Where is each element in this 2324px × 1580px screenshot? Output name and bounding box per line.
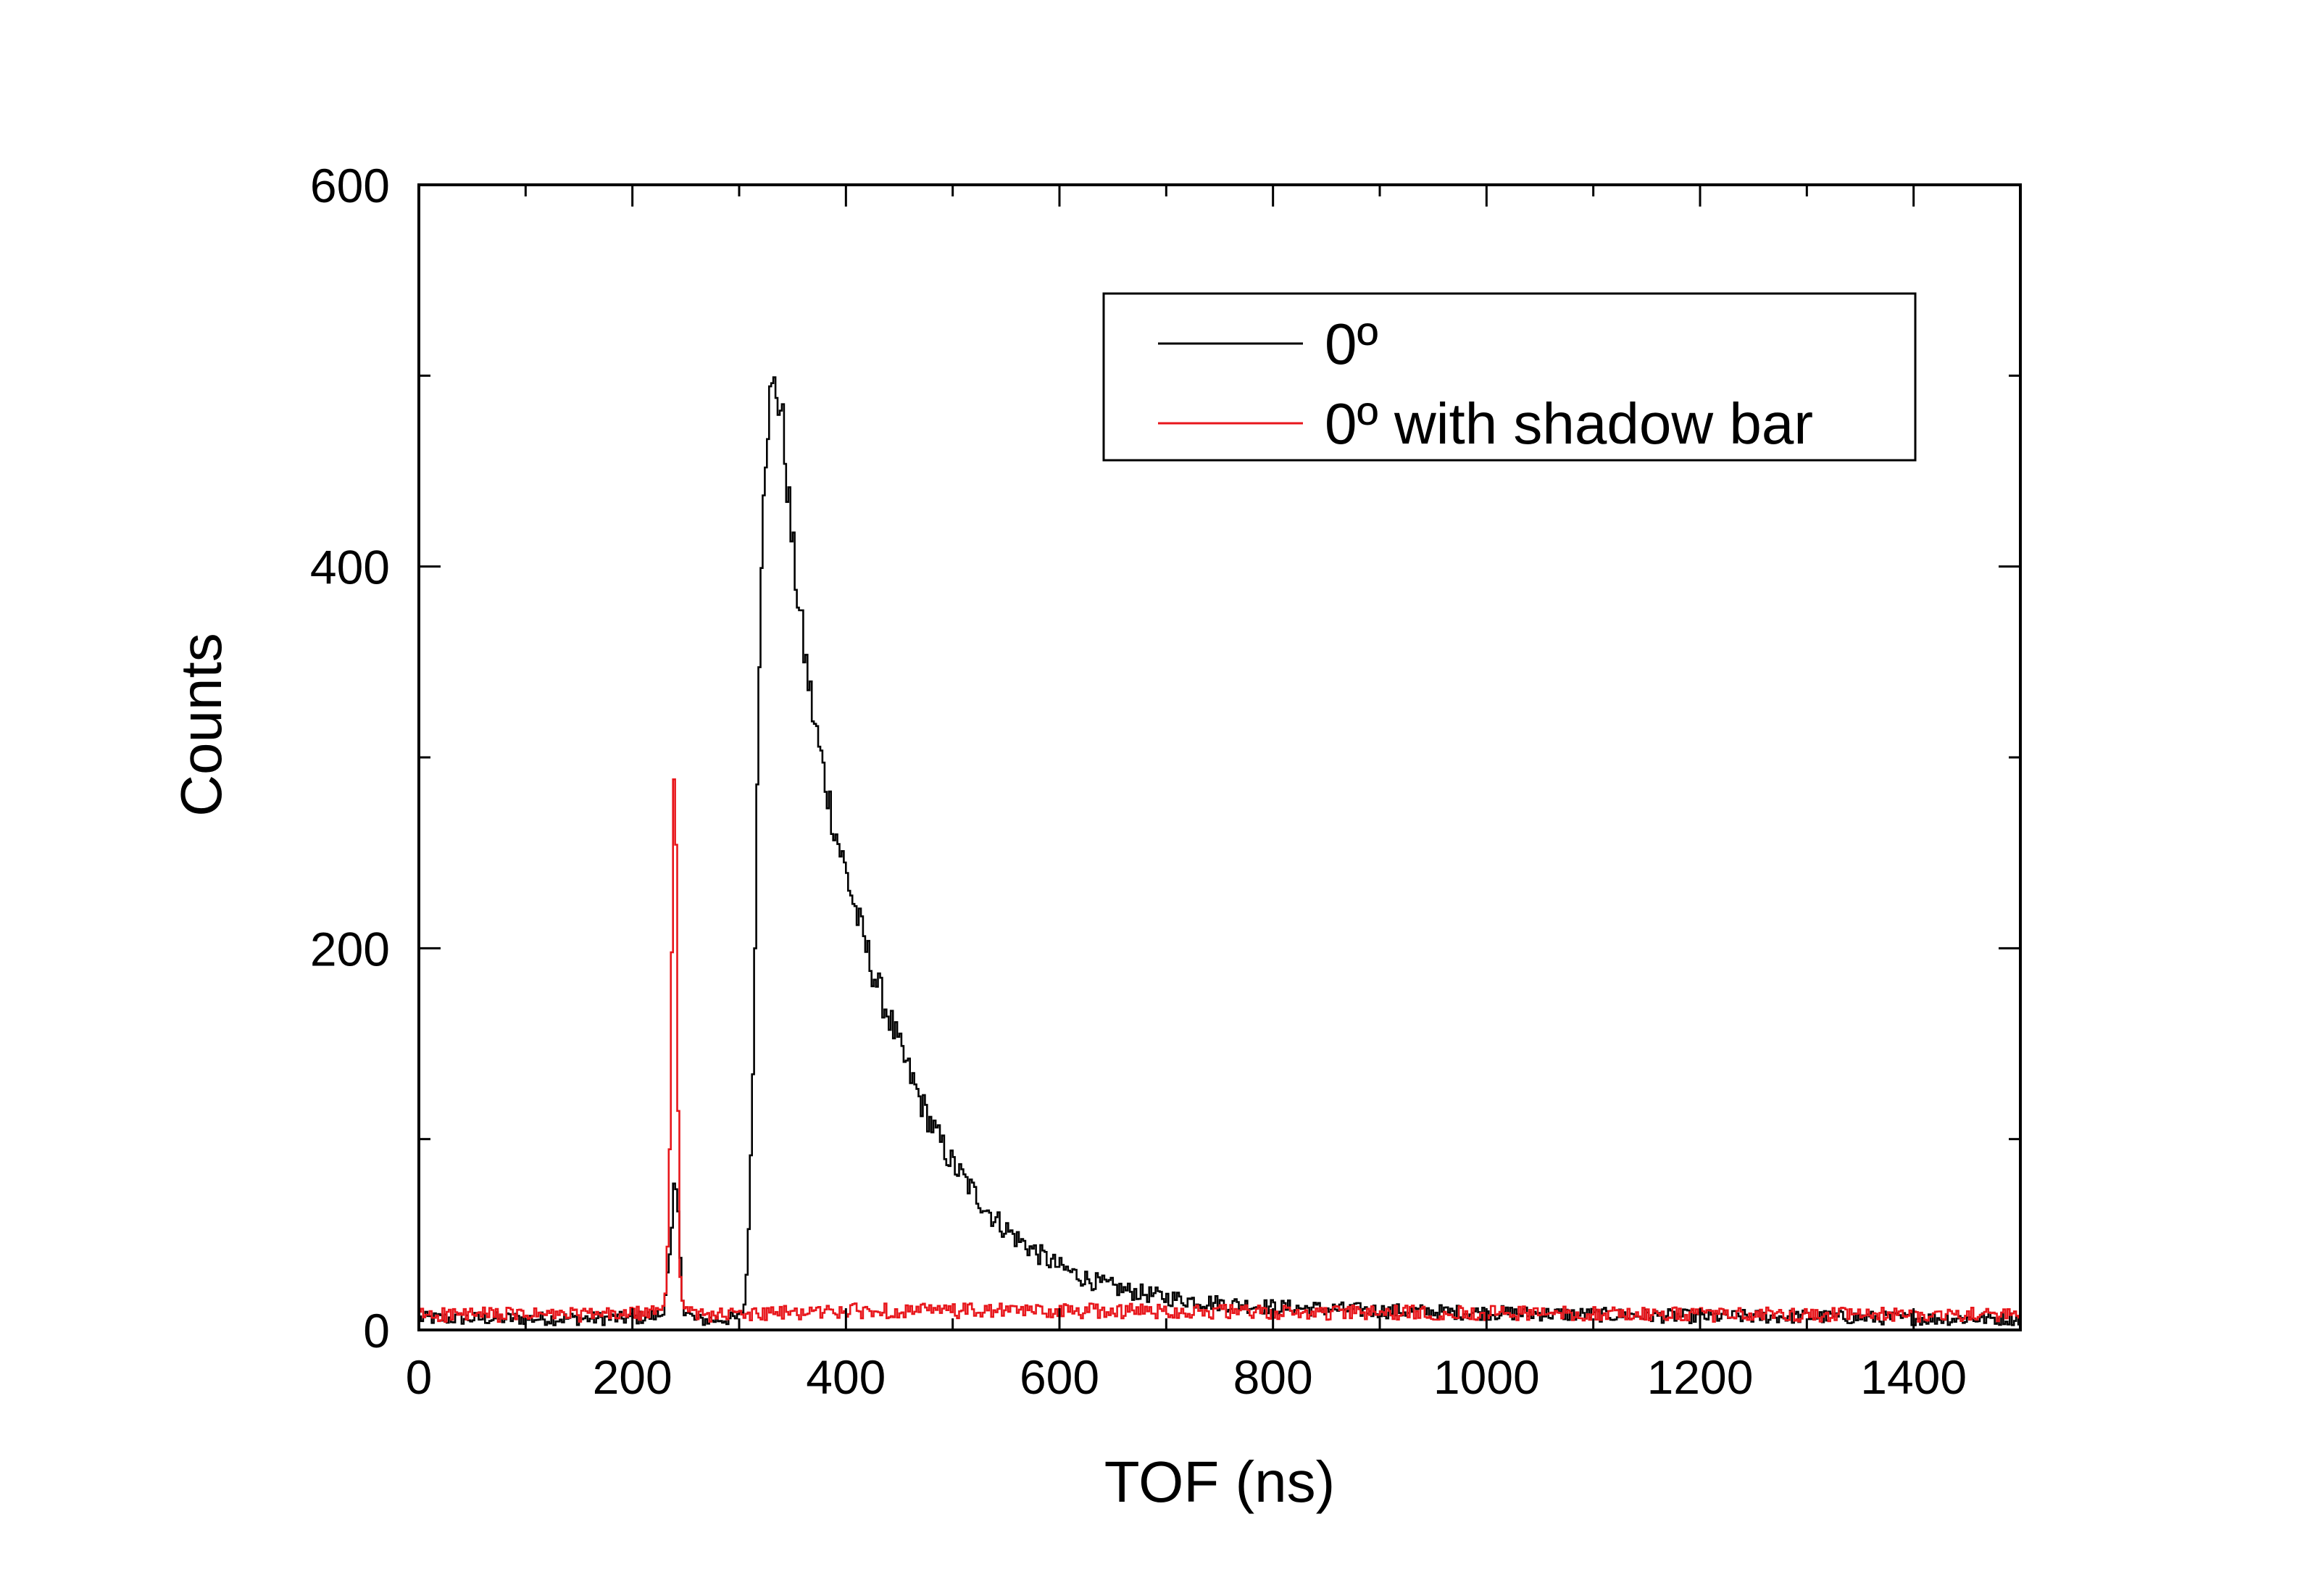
x-tick-label: 1200 [1647,1350,1754,1404]
x-tick-label: 1000 [1433,1350,1540,1404]
legend-label-0deg-with-shadow-bar: 0º with shadow bar [1325,391,1813,456]
x-tick-label: 600 [1020,1350,1099,1404]
x-tick-label: 0 [406,1350,433,1404]
y-tick-label: 400 [310,541,390,594]
tick-layer: 0 200 400 600 800 1000 1200 1400 0 200 400 600 [310,159,2022,1404]
legend-box [1102,292,1917,462]
y-tick-label: 0 [363,1304,390,1357]
series-line-1 [419,778,2020,1323]
x-tick-label: 400 [806,1350,886,1404]
y-tick-label: 600 [310,159,390,212]
x-tick-label: 1400 [1860,1350,1967,1404]
x-tick-label: 800 [1233,1350,1313,1404]
x-axis-label: TOF (ns) [1104,1450,1336,1514]
series-layer [419,376,2020,1326]
y-axis-label: Counts [169,633,233,816]
y-tick-label: 200 [310,922,390,976]
legend: 0º 0º with shadow bar [1102,292,1917,462]
legend-label-0deg: 0º [1325,312,1378,376]
x-tick-label: 200 [593,1350,672,1404]
